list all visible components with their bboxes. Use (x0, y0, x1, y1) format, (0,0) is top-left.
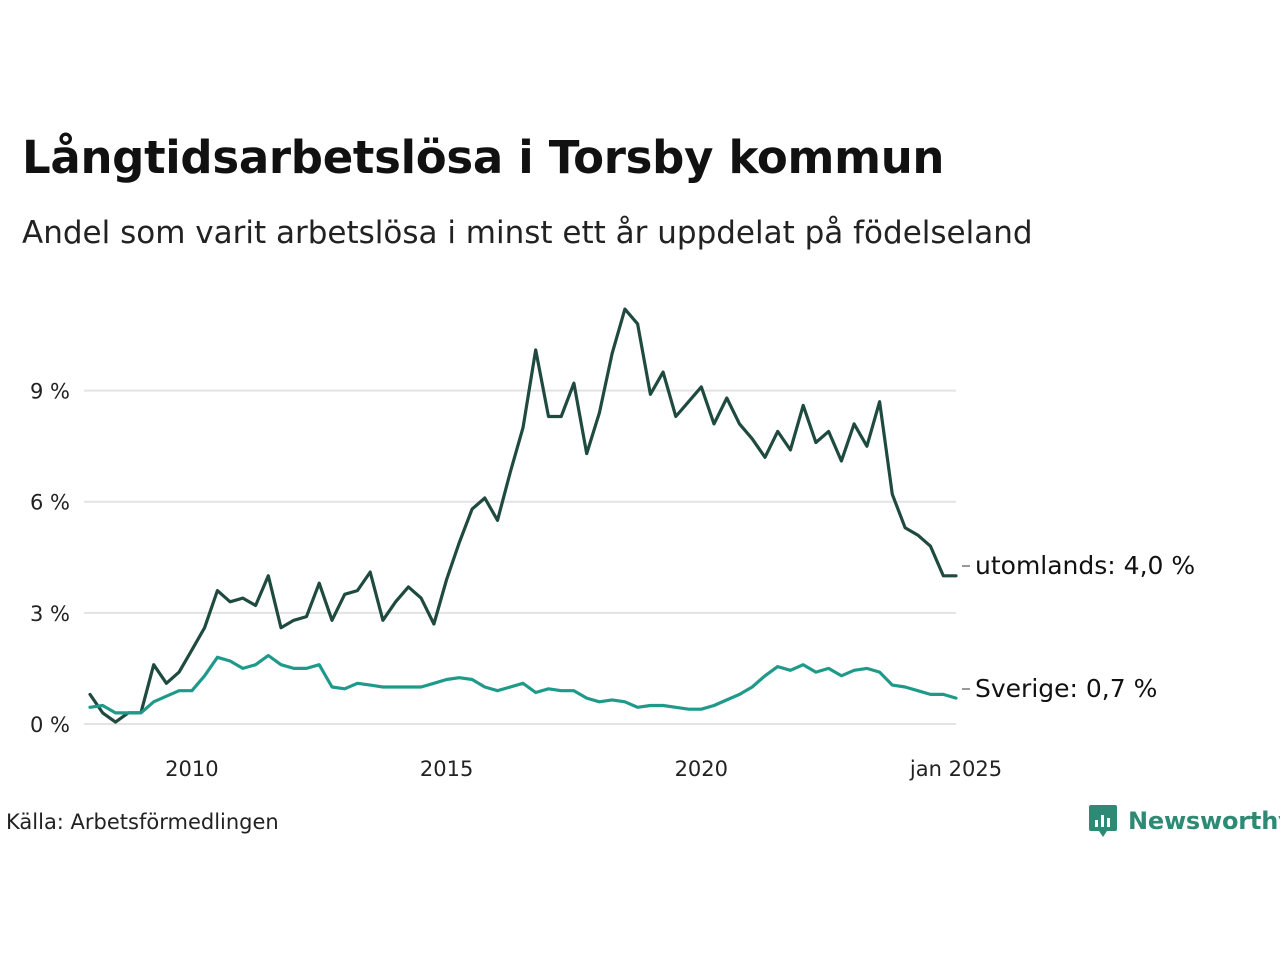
y-tick-label: 6 % (30, 491, 70, 515)
brand-logo[interactable]: Newsworthy (1088, 803, 1280, 839)
brand-name: Newsworthy (1128, 807, 1280, 835)
y-tick-label: 0 % (30, 713, 70, 737)
end-labels: utomlands: 4,0 % Sverige: 0,7 % (962, 551, 1195, 703)
chart-title: Långtidsarbetslösa i Torsby kommun (22, 131, 945, 184)
x-tick-label: 2015 (420, 757, 473, 781)
y-tick-label: 9 % (30, 380, 70, 404)
series-lines (88, 307, 958, 724)
x-tick-label: 2020 (675, 757, 728, 781)
newsworthy-logo-icon (1089, 805, 1117, 837)
y-axis-ticks: 0 % 3 % 6 % 9 % (30, 380, 70, 737)
series-end-label: Sverige: 0,7 % (975, 674, 1157, 703)
x-tick-label: 2010 (165, 757, 218, 781)
source-note: Källa: Arbetsförmedlingen (6, 810, 279, 834)
series-line-sverige (88, 653, 958, 715)
series-end-label: utomlands: 4,0 % (975, 551, 1195, 580)
x-tick-label: jan 2025 (909, 757, 1002, 781)
series-line-utomlands (88, 307, 958, 724)
y-tick-label: 3 % (30, 602, 70, 626)
chart-subtitle: Andel som varit arbetslösa i minst ett å… (22, 215, 1033, 251)
x-axis-ticks: 2010 2015 2020 jan 2025 (165, 757, 1002, 781)
gridlines (84, 389, 956, 725)
